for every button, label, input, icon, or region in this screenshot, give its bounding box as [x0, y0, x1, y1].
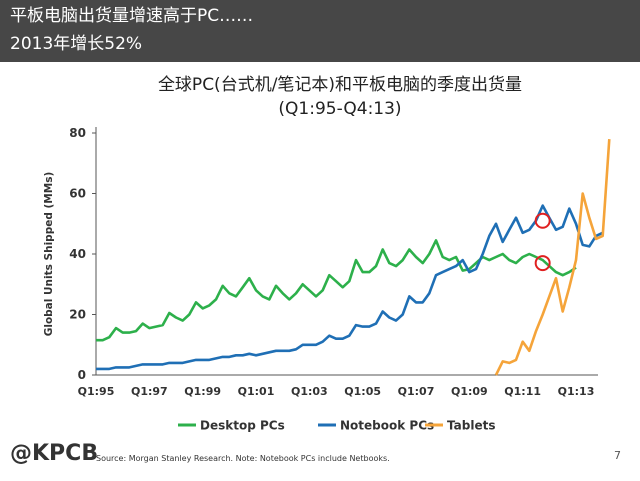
series-line-desktop-pcs	[96, 239, 577, 342]
kpcb-logo: @KPCB	[10, 441, 99, 466]
annotation-circle	[534, 212, 551, 229]
header-line-2: 2013年增长52%	[10, 34, 143, 54]
y-tick-label: 20	[69, 308, 86, 322]
y-tick-label: 0	[78, 368, 86, 382]
y-tick-label: 80	[69, 126, 86, 140]
series-line-tablets	[494, 139, 611, 376]
x-tick-label: Q1:99	[184, 385, 221, 398]
y-tick-label: 40	[69, 247, 86, 261]
chart-legend: Desktop PCs Notebook PCs Tablets	[178, 419, 495, 433]
legend-label: Notebook PCs	[340, 419, 434, 433]
source-note: Source: Morgan Stanley Research. Note: N…	[96, 454, 390, 463]
x-tick-label: Q1:07	[398, 385, 435, 398]
chart-subtitle: (Q1:95-Q4:13)	[278, 99, 402, 119]
x-tick-label: Q1:95	[78, 385, 115, 398]
x-tick-label: Q1:01	[238, 385, 275, 398]
annotation-circle	[534, 255, 551, 272]
x-tick-label: Q1:03	[291, 385, 328, 398]
x-tick-label: Q1:09	[451, 385, 488, 398]
legend-label: Tablets	[447, 419, 495, 433]
series-line-notebook-pcs	[96, 204, 604, 371]
chart-annotations	[534, 212, 551, 272]
legend-label: Desktop PCs	[200, 419, 285, 433]
x-tick-label: Q1:11	[504, 385, 541, 398]
y-tick-label: 60	[69, 187, 86, 201]
x-tick-label: Q1:13	[558, 385, 595, 398]
header-line-1: 平板电脑出货量增速高于PC……	[10, 6, 254, 26]
chart-title: 全球PC(台式机/笔记本)和平板电脑的季度出货量	[157, 75, 523, 95]
page-number: 7	[614, 449, 621, 462]
chart-axes: 0 20 40 60 80 Q1:95 Q1:97 Q1:99 Q1:01 Q1:03 Q1:05 Q…	[43, 126, 598, 398]
x-tick-label: Q1:97	[131, 385, 168, 398]
header-bar: 平板电脑出货量增速高于PC…… 2013年增长52%	[0, 0, 640, 62]
x-tick-label: Q1:05	[344, 385, 381, 398]
y-axis-label: Global Units Shipped (MMs)	[43, 172, 55, 337]
chart-lines	[96, 139, 611, 376]
